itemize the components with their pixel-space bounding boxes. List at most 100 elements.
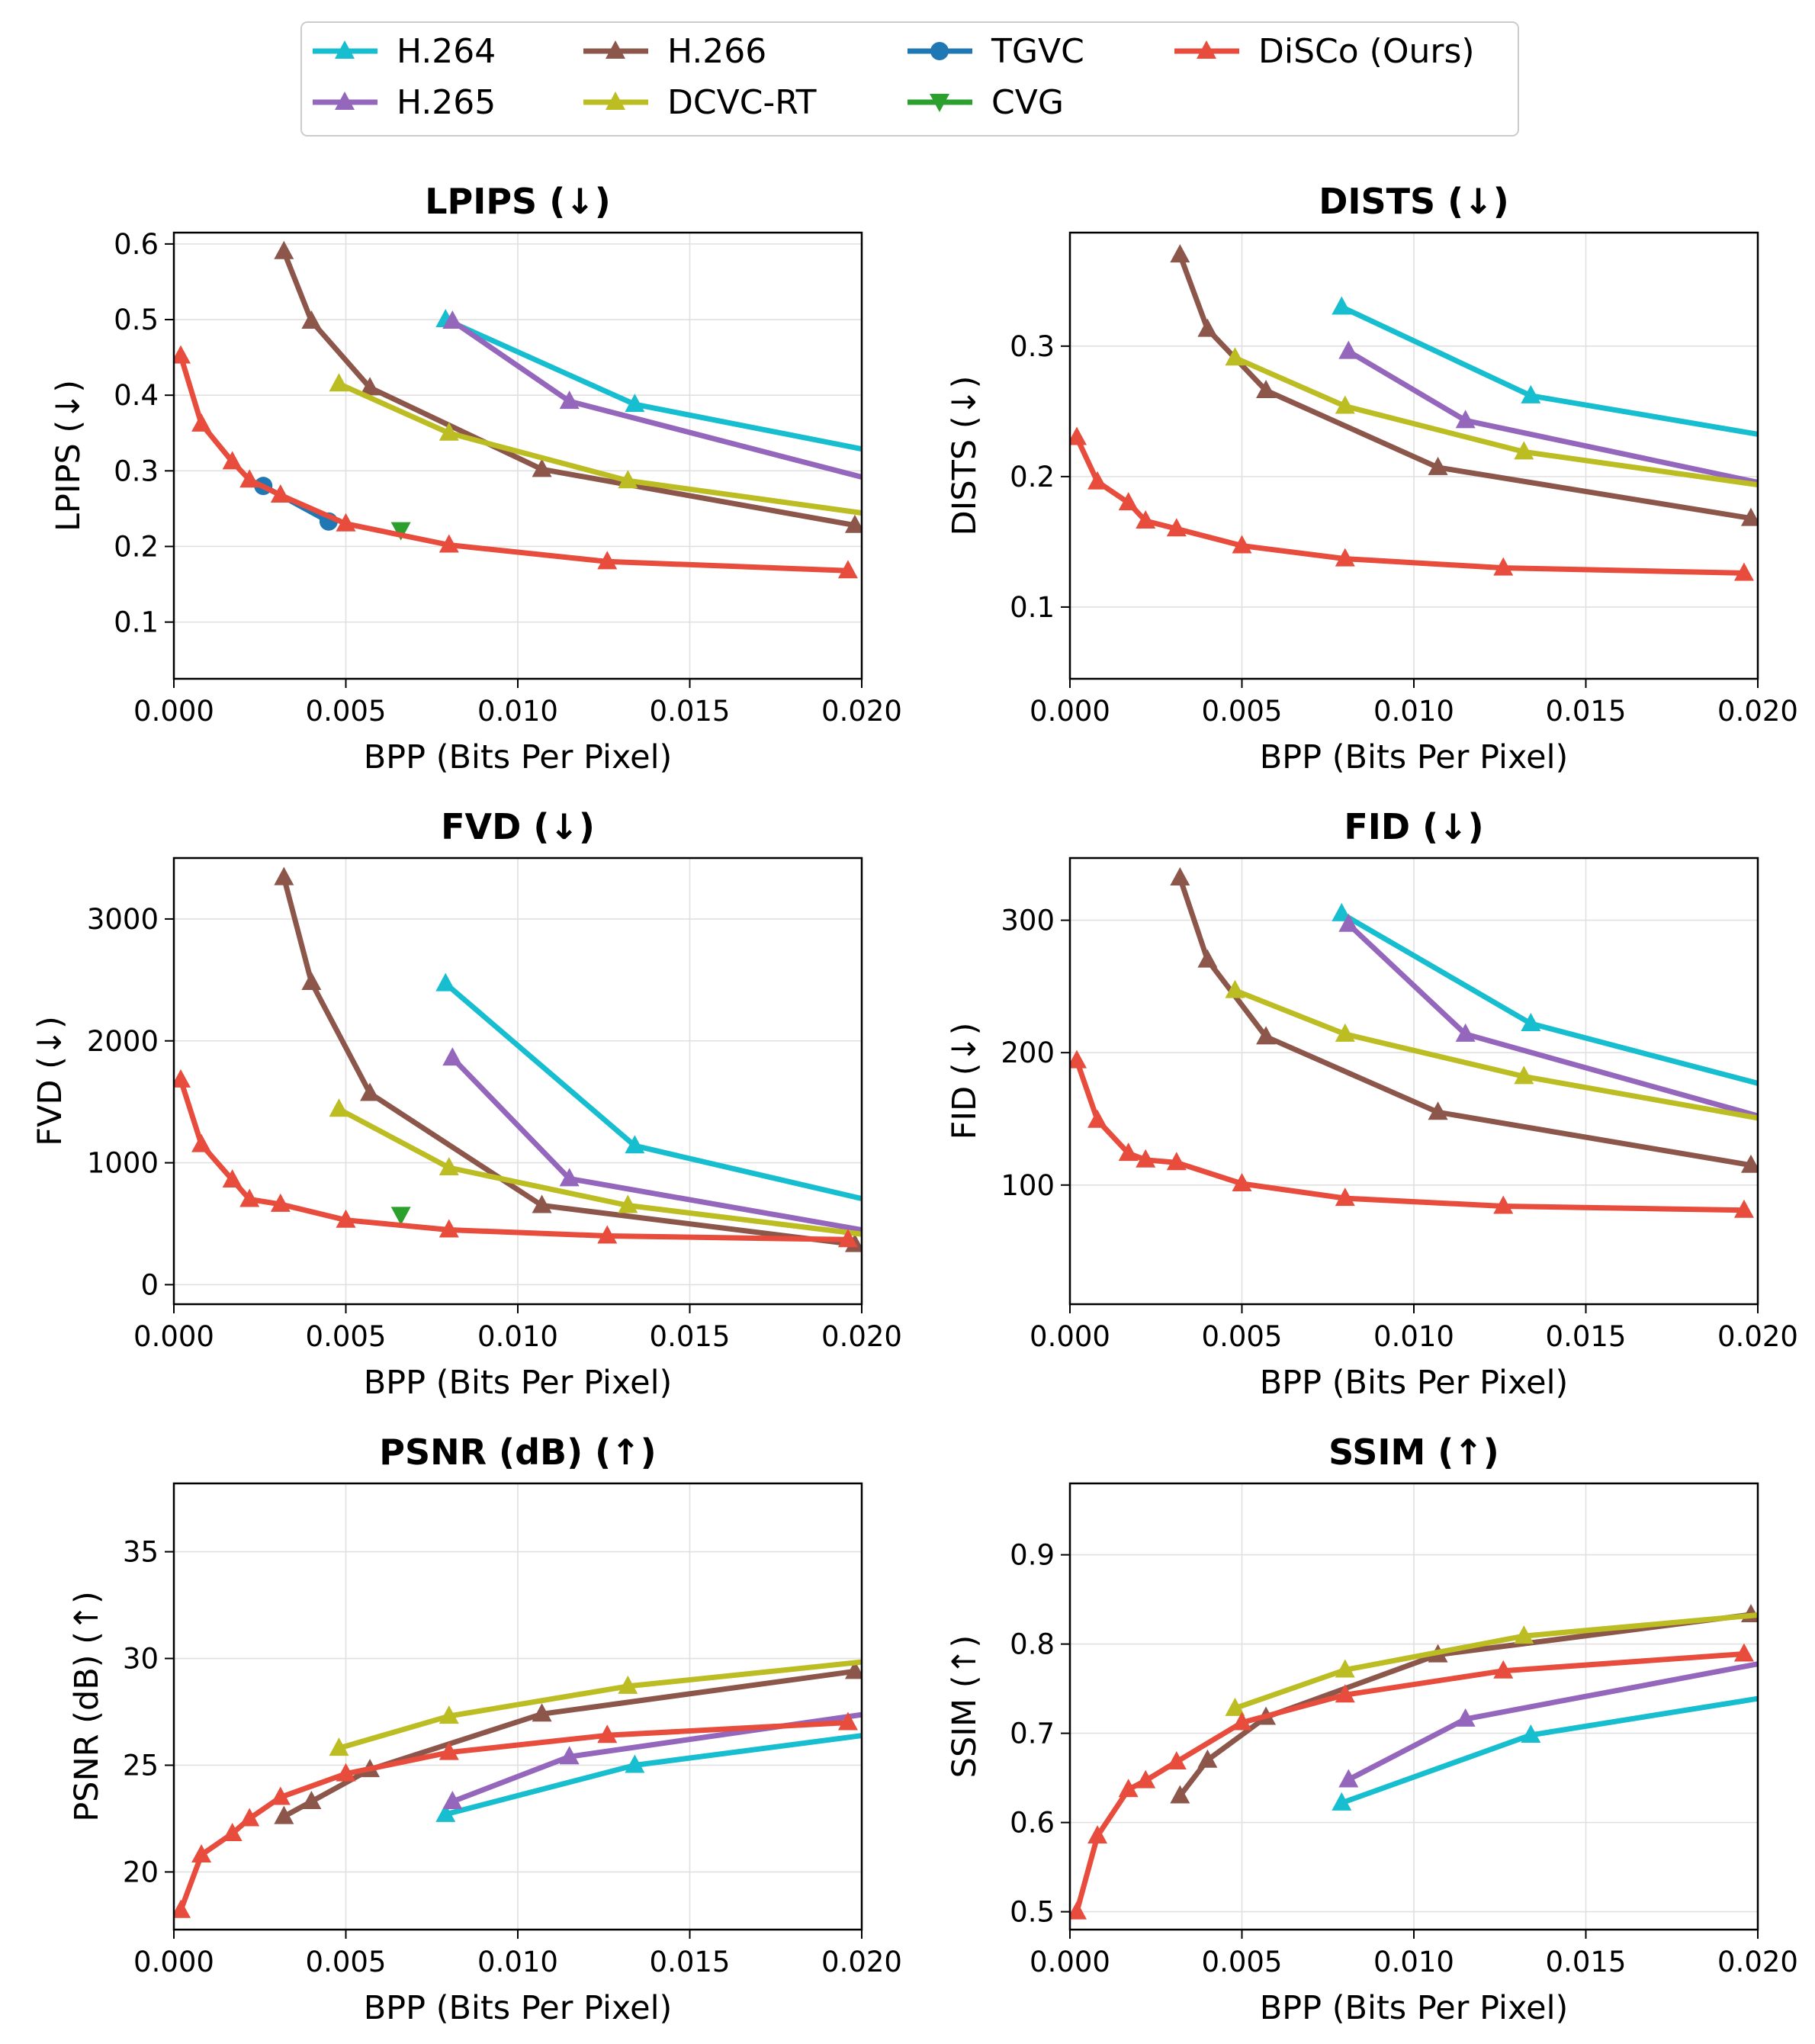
data-point-h-266 (1256, 379, 1277, 398)
legend-label: H.266 (667, 32, 766, 71)
series-line-h-266 (1177, 876, 1752, 1168)
y-tick-label: 200 (1001, 1036, 1055, 1069)
y-tick-label: 25 (123, 1749, 159, 1782)
chart-title: FID (↓) (1344, 806, 1483, 847)
data-point-h-265 (1338, 1769, 1359, 1788)
data-point-h-266 (360, 1082, 381, 1101)
legend-entry-h-266: H.266 (583, 32, 766, 71)
legend-entry-h-264: H.264 (313, 32, 496, 71)
data-point-disco-ours (1493, 1195, 1514, 1214)
x-axis-label: BPP (Bits Per Pixel) (364, 1364, 673, 1402)
series-dcvc-rt (329, 373, 862, 516)
x-tick-label: 0.020 (821, 695, 902, 728)
y-tick-label: 0.3 (1010, 330, 1055, 363)
x-tick-label: 0.010 (1373, 1320, 1454, 1353)
data-point-disco-ours (1136, 510, 1156, 529)
data-point-h-266 (844, 1660, 862, 1679)
data-point-disco-ours (438, 534, 459, 553)
data-point-h-266 (1197, 949, 1218, 968)
series-h-266 (1170, 1603, 1758, 1804)
data-point-dcvc-rt (438, 1705, 459, 1724)
data-point-cvg (390, 522, 411, 541)
data-point-dcvc-rt (618, 1194, 638, 1213)
series-h-265 (442, 310, 862, 480)
legend-marker-h-264 (335, 40, 355, 59)
legend-entry-dcvc-rt: DCVC-RT (583, 83, 817, 122)
x-tick-label: 0.005 (306, 695, 387, 728)
data-point-h-265 (1455, 1023, 1476, 1042)
data-point-h-264 (1332, 296, 1352, 315)
data-point-h-265 (1455, 1708, 1476, 1727)
data-point-disco-ours (174, 1899, 191, 1918)
data-point-disco-ours (239, 1188, 260, 1207)
data-point-h-265 (559, 1746, 580, 1765)
panel-psnr-db: 0.000 0.005 0.010 0.015 0.020 20 25 30 35 PSNR (d… (68, 1432, 902, 2027)
x-tick-label: 0.015 (650, 1946, 731, 1978)
data-point-h-264 (1332, 902, 1352, 921)
series-dcvc-rt (329, 1659, 862, 1756)
data-point-dcvc-rt (1335, 1023, 1355, 1042)
series-h-264 (1332, 902, 1758, 1087)
data-point-dcvc-rt (329, 1098, 349, 1117)
data-point-disco-ours (239, 469, 260, 488)
y-tick-label: 0.5 (1010, 1896, 1055, 1929)
series-h-265 (442, 1047, 862, 1233)
data-point-disco-ours (174, 1069, 191, 1088)
data-point-disco-ours (597, 1225, 618, 1244)
data-point-h-264 (1521, 1724, 1541, 1743)
x-tick-label: 0.020 (821, 1946, 902, 1978)
data-point-h-264 (1782, 429, 1802, 448)
series-line-dcvc-rt (1234, 1612, 1758, 1711)
legend-label: DiSCo (Ours) (1258, 32, 1475, 71)
data-point-h-266 (844, 514, 862, 533)
data-point-h-265 (442, 310, 463, 329)
series-line-h-264 (444, 317, 862, 452)
legend-entry-tgvc: TGVC (908, 32, 1084, 71)
series-dcvc-rt (1225, 979, 1758, 1121)
data-point-cvg (390, 1207, 411, 1226)
y-axis-label: FVD (↓) (31, 1016, 69, 1146)
data-point-dcvc-rt (1225, 979, 1245, 998)
data-point-disco-ours (191, 1844, 212, 1863)
chart-title: FVD (↓) (441, 806, 595, 847)
x-tick-label: 0.020 (1717, 1946, 1798, 1978)
data-point-dcvc-rt (438, 422, 459, 441)
y-tick-label: 0.7 (1010, 1718, 1055, 1750)
legend-label: TGVC (991, 32, 1084, 71)
data-point-h-266 (1170, 1785, 1190, 1804)
series-cvg (390, 522, 411, 541)
y-axis-label: FID (↓) (946, 1023, 984, 1140)
x-tick-label: 0.005 (306, 1946, 387, 1978)
panel-fid: 0.000 0.005 0.010 0.015 0.020 100 200 300 FID (↓… (946, 806, 1802, 1402)
legend-marker-disco-ours (1197, 40, 1216, 59)
data-point-disco-ours (222, 1823, 243, 1842)
data-point-disco-ours (1087, 1109, 1108, 1128)
data-point-disco-ours (1493, 1660, 1514, 1679)
data-point-h-265 (1782, 1115, 1802, 1133)
data-point-dcvc-rt (1335, 1659, 1355, 1678)
x-tick-label: 0.005 (306, 1320, 387, 1353)
data-point-h-266 (274, 240, 294, 259)
series-h-265 (1338, 340, 1758, 486)
plot-area (1070, 244, 1802, 581)
series-h-264 (1332, 1695, 1758, 1811)
series-h-266 (1170, 867, 1758, 1173)
x-tick-label: 0.010 (1373, 1946, 1454, 1978)
data-point-h-266 (1740, 507, 1758, 526)
series-h-266 (274, 240, 862, 533)
y-tick-label: 0.1 (1010, 591, 1055, 624)
x-tick-label: 0.020 (1717, 1320, 1798, 1353)
y-tick-label: 1000 (87, 1147, 159, 1180)
data-point-h-266 (301, 310, 322, 329)
series-dcvc-rt (1225, 1612, 1758, 1716)
panel-lpips: 0.000 0.005 0.010 0.015 0.020 0.1 0.2 0.3 0.4 0.5… (50, 181, 902, 776)
series-cvg (390, 1207, 411, 1226)
axes-frame (1068, 856, 1759, 1306)
chart-title: LPIPS (↓) (425, 181, 611, 222)
x-tick-label: 0.005 (1202, 695, 1283, 728)
y-tick-label: 0.4 (114, 379, 159, 412)
series-line-h-266 (282, 1668, 856, 1819)
x-tick-label: 0.015 (650, 1320, 731, 1353)
x-tick-label: 0.000 (133, 695, 214, 728)
x-tick-label: 0.020 (821, 1320, 902, 1353)
